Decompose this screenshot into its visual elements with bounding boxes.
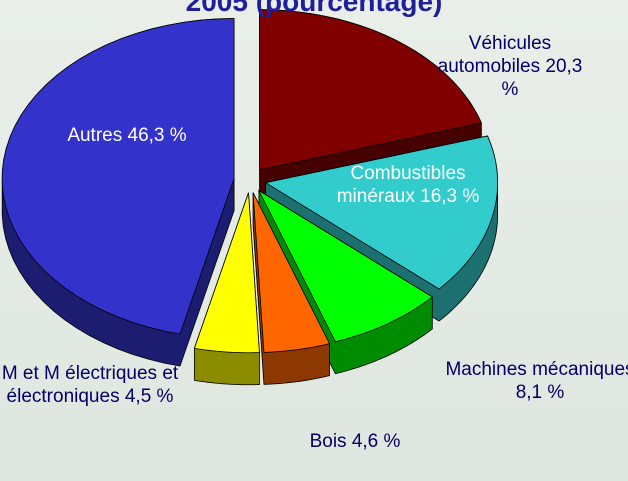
slice-label: Véhicules automobiles 20,3 % bbox=[430, 32, 590, 101]
category-label: Véhicules automobiles bbox=[437, 33, 552, 77]
slice bbox=[259, 9, 482, 171]
slice bbox=[257, 189, 434, 343]
slice-label: Autres 46,3 % bbox=[62, 124, 192, 147]
slice bbox=[252, 192, 331, 353]
slice-label: Machines mécaniques 8,1 % bbox=[440, 358, 628, 404]
category-label: Combustibles minéraux bbox=[336, 163, 466, 207]
value-label: 16,3 % bbox=[420, 186, 480, 207]
category-label: Bois bbox=[309, 431, 347, 452]
slice-label: Bois 4,6 % bbox=[280, 430, 430, 453]
value-label: 20,3 % bbox=[501, 56, 583, 100]
slice bbox=[264, 135, 499, 290]
chart-title: 2005 (pourcentage) bbox=[185, 0, 443, 17]
slice bbox=[193, 192, 260, 354]
category-label: Machines mécaniques bbox=[445, 359, 628, 380]
slice-label: Combustibles minéraux 16,3 % bbox=[318, 162, 498, 208]
category-label: M et M électriques et électroniques bbox=[1, 363, 179, 407]
slice-label: M et M électriques et électroniques 4,5 … bbox=[0, 362, 185, 408]
value-label: 46,3 % bbox=[127, 125, 187, 146]
value-label: 4,5 % bbox=[124, 386, 174, 407]
value-label: 8,1 % bbox=[515, 382, 565, 403]
category-label: Autres bbox=[67, 125, 123, 146]
slice bbox=[1, 18, 235, 335]
value-label: 4,6 % bbox=[351, 431, 401, 452]
